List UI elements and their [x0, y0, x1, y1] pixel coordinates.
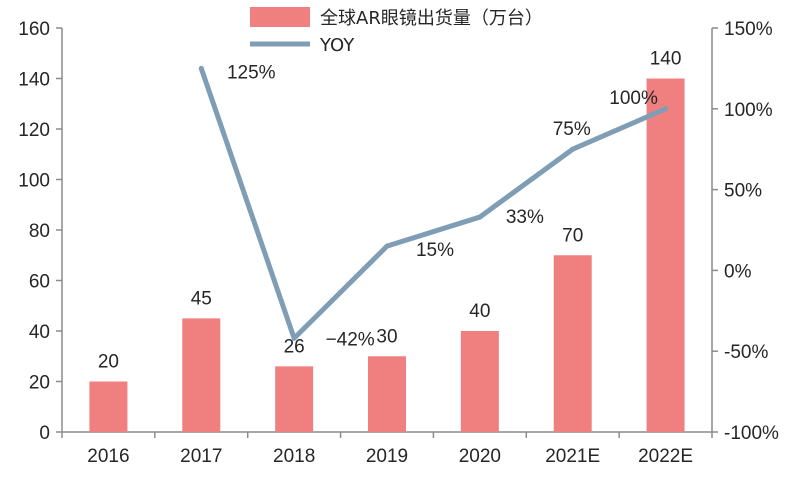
legend-label-line: YOY — [319, 35, 355, 56]
yoy-value-label: 125% — [227, 62, 276, 83]
yoy-point — [477, 214, 483, 220]
y-left-tick-label: 0 — [39, 423, 50, 444]
y-right-tick-label: -50% — [724, 342, 768, 363]
bar-value-label: 26 — [284, 336, 305, 357]
x-tick-label: 2016 — [87, 446, 129, 467]
yoy-point — [198, 65, 204, 71]
y-right-tick-label: 100% — [724, 100, 773, 121]
bar — [368, 356, 406, 432]
x-tick-label: 2020 — [459, 446, 501, 467]
yoy-point — [291, 335, 297, 341]
bar — [646, 78, 685, 432]
bar-value-label: 40 — [469, 301, 490, 322]
y-left-tick-label: 140 — [18, 70, 50, 91]
yoy-value-label: 15% — [416, 240, 454, 261]
bar-value-label: 20 — [98, 352, 119, 373]
bar-series — [89, 78, 685, 432]
x-tick-label: 2019 — [366, 446, 408, 467]
yoy-line-series — [198, 65, 669, 341]
yoy-line — [198, 65, 669, 341]
bar-value-label: 30 — [376, 326, 397, 347]
bar-value-label: 140 — [650, 49, 682, 70]
bar — [553, 255, 592, 432]
y-left-tick-label: 20 — [29, 373, 50, 394]
yoy-value-label: 100% — [609, 88, 658, 109]
y-left-tick-label: 80 — [29, 221, 50, 242]
yoy-value-label: 75% — [553, 119, 591, 140]
legend: 全球AR眼镜出货量（万台） YOY — [250, 7, 543, 56]
y-left-tick-label: 40 — [29, 322, 50, 343]
yoy-point — [570, 146, 576, 152]
yoy-value-label: −42% — [326, 329, 375, 350]
y-right-tick-label: 50% — [724, 181, 762, 202]
x-tick-label: 2017 — [180, 446, 222, 467]
y-right-tick-label: -100% — [724, 423, 779, 444]
y-left-tick-label: 100 — [18, 171, 50, 192]
y-right-tick-label: 0% — [724, 261, 752, 282]
bar-value-label: 45 — [191, 288, 212, 309]
y-left-tick-label: 160 — [18, 19, 50, 40]
data-labels: 20 45 26 30 40 70 140 125% −42% 15% 33% 75% 100% — [98, 49, 682, 373]
bar — [275, 366, 314, 432]
bar — [182, 318, 221, 432]
axes: 0 20 40 60 80 100 120 140 160 -100% -50% 0% 50% 100% 1… — [18, 19, 779, 467]
x-tick-label: 2021E — [545, 446, 600, 467]
x-tick-label: 2018 — [273, 446, 315, 467]
bar — [89, 381, 128, 432]
y-left-tick-label: 120 — [18, 120, 50, 141]
legend-label-bar: 全球AR眼镜出货量（万台） — [320, 8, 543, 29]
bar — [460, 331, 499, 432]
yoy-point — [663, 106, 669, 112]
yoy-value-label: 33% — [506, 207, 544, 228]
x-tick-label: 2022E — [638, 446, 693, 467]
y-left-tick-label: 60 — [29, 272, 50, 293]
bar-value-label: 70 — [562, 225, 583, 246]
yoy-point — [384, 243, 390, 249]
y-right-tick-label: 150% — [724, 19, 773, 40]
legend-swatch-bar — [250, 7, 310, 27]
